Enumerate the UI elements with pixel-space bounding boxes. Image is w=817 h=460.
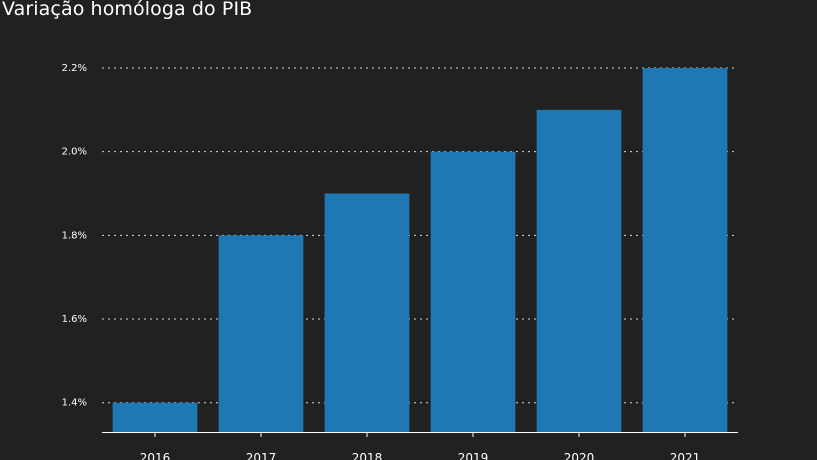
y-tick-label: 2.0% <box>62 147 87 158</box>
x-tick-label: 2018 <box>352 451 383 460</box>
chart-title: Variação homóloga do PIB <box>2 0 253 20</box>
x-tick-label: 2021 <box>670 451 701 460</box>
y-tick-label: 1.8% <box>62 230 87 241</box>
bar-2016 <box>112 402 198 432</box>
bar-2021 <box>642 68 728 432</box>
y-tick-label: 1.4% <box>62 398 87 409</box>
y-tick-label: 2.2% <box>62 63 87 74</box>
y-tick-label: 1.6% <box>62 314 87 325</box>
axes: 1.4% 1.6% 1.8% 2.0% 2.2% 2016 2017 2018 2019 2020… <box>62 63 738 460</box>
bar-2019 <box>430 151 516 432</box>
x-tick-label: 2019 <box>458 451 489 460</box>
x-tick-label: 2020 <box>564 451 595 460</box>
bar-2018 <box>324 193 410 432</box>
gridlines <box>102 67 738 404</box>
x-tick-label: 2017 <box>246 451 277 460</box>
x-tick-label: 2016 <box>140 451 171 460</box>
bar-2020 <box>536 109 622 432</box>
bar-2017 <box>218 235 304 432</box>
bars <box>112 68 728 432</box>
